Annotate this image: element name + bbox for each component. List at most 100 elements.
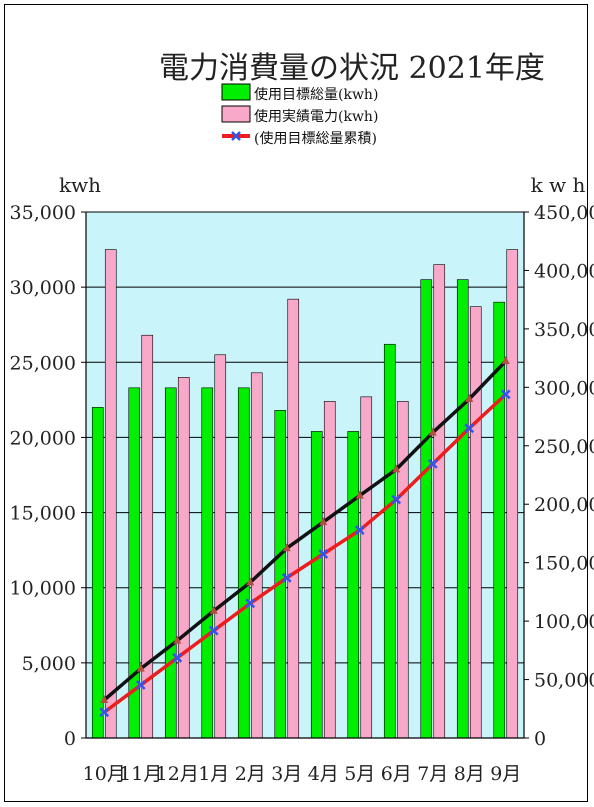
marker-stroke	[427, 459, 438, 469]
y-left-tick-label: 35,000	[10, 202, 76, 224]
line-point-marker	[501, 356, 510, 365]
line-point-marker	[136, 663, 145, 672]
line-point-marker	[318, 549, 329, 559]
x-tick-label: 4月	[308, 763, 339, 785]
line-point-marker	[100, 695, 109, 704]
legend-swatch	[221, 105, 251, 123]
x-tick-label: 9月	[490, 763, 521, 785]
legend-label: 使用目標総量(kwh)	[254, 86, 378, 103]
marker-stroke	[135, 680, 146, 690]
x-tick-label: 1月	[198, 763, 229, 785]
y-left-tick-label: 20,000	[10, 427, 76, 449]
y-right-tick-label: 100,000	[534, 611, 594, 633]
x-tick-label: 11月	[119, 763, 162, 785]
marker-stroke	[172, 652, 183, 663]
line-point-marker	[173, 635, 182, 644]
y-right-tick-label: 400,000	[534, 260, 594, 282]
line-point-marker	[500, 389, 511, 400]
line-point-marker	[281, 572, 292, 583]
y-right-tick-label: 350,000	[534, 319, 594, 341]
lines	[99, 356, 511, 718]
x-tick-label: 3月	[271, 763, 302, 785]
y-left-tick-label: 10,000	[10, 578, 76, 600]
bar	[287, 298, 300, 739]
y-left-tick-label: 5,000	[22, 653, 76, 675]
bar	[323, 401, 336, 739]
x-tick-label: 8月	[454, 763, 485, 785]
marker-stroke	[354, 525, 365, 536]
bar	[104, 249, 117, 739]
bar	[310, 431, 323, 739]
y-right-tick-label: 150,000	[534, 553, 594, 575]
x-tick-label: 12月	[156, 763, 199, 785]
line-point-marker	[319, 517, 328, 526]
line-point-marker	[428, 427, 437, 436]
line-point-marker	[135, 680, 146, 690]
bar	[383, 343, 396, 739]
legend-marker	[231, 131, 241, 141]
y-right-tick-label: 0	[534, 728, 546, 750]
plot-area	[86, 212, 524, 738]
bar	[506, 249, 519, 739]
line-point-marker	[465, 394, 474, 403]
bar	[250, 372, 263, 739]
marker-stroke	[500, 389, 511, 400]
bars	[91, 249, 519, 739]
y-right-tick-label: 50,000	[534, 670, 594, 692]
y-left-tick-label: 30,000	[10, 277, 76, 299]
marker-stroke	[318, 549, 329, 559]
line-point-marker	[172, 652, 183, 663]
line-point-marker	[464, 423, 475, 434]
chart-frame	[4, 4, 588, 802]
bar	[469, 306, 482, 739]
bar	[347, 431, 360, 739]
x-tick-label: 5月	[344, 763, 375, 785]
marker-stroke	[231, 131, 241, 141]
y-right-tick-label: 300,000	[534, 377, 594, 399]
gridlines	[86, 211, 524, 664]
y-right-tick-label: 250,000	[534, 436, 594, 458]
y-left-axis-label: kwh	[59, 173, 101, 197]
marker-stroke	[391, 494, 402, 505]
axes: 0 5,000 10,000 15,000 20,000 25,000 30,000 35,0…	[10, 202, 594, 785]
bar	[420, 279, 433, 739]
bar	[201, 387, 214, 739]
cumulative-actual-line	[103, 359, 508, 702]
line-point-marker	[427, 459, 438, 469]
y-right-tick-label: 450,000	[534, 202, 594, 224]
line-point-marker	[355, 490, 364, 499]
marker-stroke	[245, 598, 256, 609]
line-point-marker	[354, 525, 365, 536]
bar	[214, 354, 227, 739]
line-point-marker	[282, 543, 291, 552]
bar	[237, 387, 250, 739]
y-right-tick-label: 200,000	[534, 494, 594, 516]
y-right-axis-label: k w h	[531, 173, 586, 197]
x-tick-label: 6月	[381, 763, 412, 785]
y-left-tick-label: 25,000	[10, 352, 76, 374]
y-left-tick-label: 0	[64, 728, 76, 750]
line-point-marker	[245, 598, 256, 609]
marker-stroke	[99, 707, 110, 718]
line-point-marker	[208, 625, 219, 636]
x-tick-label: 10月	[83, 763, 126, 785]
bar	[433, 264, 446, 739]
line-point-marker	[246, 577, 255, 586]
line-point-marker	[392, 464, 401, 473]
bar	[456, 279, 469, 739]
legend-label: (使用目標総量累積)	[254, 130, 377, 147]
line-point-marker	[209, 605, 218, 614]
cumulative-target-line	[103, 393, 507, 714]
y-left-tick-label: 15,000	[10, 503, 76, 525]
line-point-marker	[99, 707, 110, 718]
legend-label: 使用実績電力(kwh)	[254, 108, 378, 125]
bar	[360, 396, 373, 739]
bar	[164, 387, 177, 739]
chart-title: 電力消費量の状況 2021年度	[159, 51, 545, 86]
bar	[396, 401, 409, 739]
bar	[91, 407, 104, 739]
marker-stroke	[281, 572, 292, 583]
bar	[177, 377, 190, 739]
line-point-marker	[391, 494, 402, 505]
